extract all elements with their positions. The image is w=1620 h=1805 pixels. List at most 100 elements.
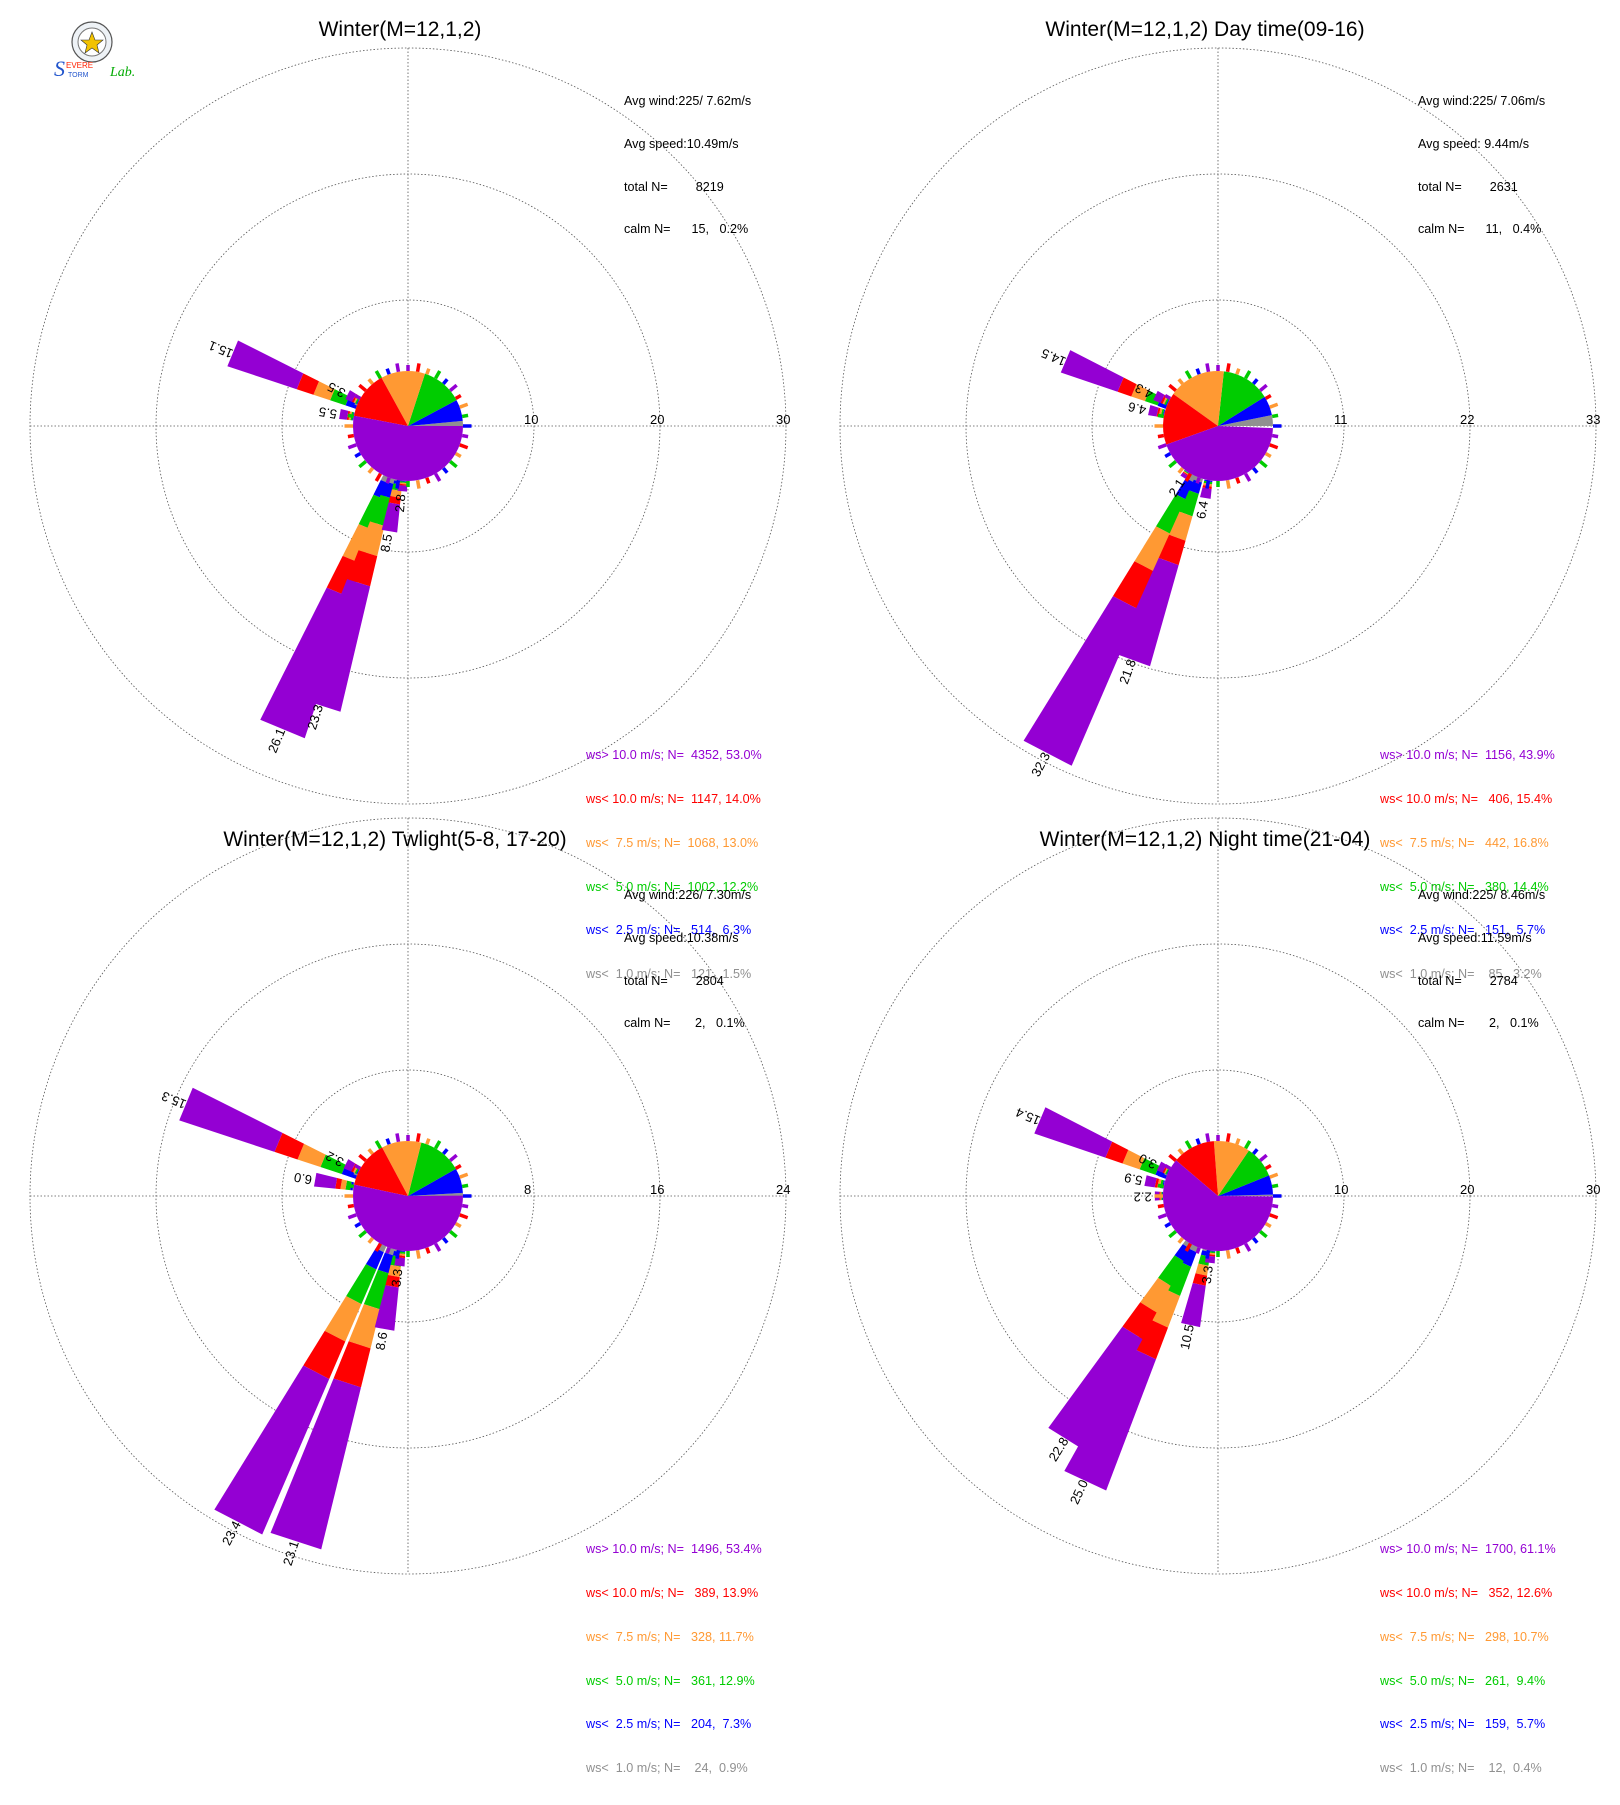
panel-title: Winter(M=12,1,2) Day time(09-16) <box>955 18 1455 42</box>
minor-direction-tick <box>1270 1215 1278 1218</box>
legend-entry-lt75: ws< 7.5 m/s; N= 298, 10.7% <box>1380 1630 1556 1645</box>
minor-direction-tick <box>397 363 398 371</box>
minor-direction-tick <box>1169 461 1176 466</box>
minor-direction-tick <box>1272 1206 1278 1207</box>
minor-direction-tick <box>443 1238 447 1243</box>
legend-entry-lt25: ws< 2.5 m/s; N= 159, 5.7% <box>1380 1717 1556 1732</box>
minor-direction-tick <box>1272 436 1278 437</box>
minor-direction-tick <box>1253 468 1257 473</box>
bar-value-label: 15.1 <box>206 338 235 362</box>
minor-direction-tick <box>460 404 468 407</box>
stats-block: Avg wind:225/ 8.46m/s Avg speed:11.59m/s… <box>1418 860 1545 1059</box>
minor-direction-tick <box>348 415 354 416</box>
bar-value-label: 15.4 <box>1013 1105 1042 1129</box>
minor-direction-tick <box>1260 1231 1267 1236</box>
bar-value-label: 3.3 <box>1199 1265 1216 1285</box>
legend: ws> 10.0 m/s; N= 1496, 53.4% ws< 10.0 m/… <box>586 1513 762 1805</box>
minor-direction-tick <box>1266 1224 1271 1227</box>
minor-direction-tick <box>1179 1149 1183 1154</box>
minor-direction-tick <box>1186 371 1190 378</box>
minor-direction-tick <box>376 474 380 481</box>
minor-direction-tick <box>397 480 398 488</box>
minor-direction-tick <box>1179 379 1183 384</box>
stat-avg-speed: Avg speed:10.38m/s <box>624 931 751 945</box>
ring-tick-label: 11 <box>1334 412 1348 427</box>
minor-direction-tick <box>462 1185 468 1186</box>
minor-direction-tick <box>1207 1133 1208 1141</box>
minor-direction-tick <box>1237 1248 1239 1254</box>
ring-tick-label: 16 <box>650 1182 664 1197</box>
minor-direction-tick <box>450 385 457 390</box>
panel-title: Winter(M=12,1,2) Night time(21-04) <box>955 828 1455 852</box>
ring-tick-label: 10 <box>1334 1182 1348 1197</box>
minor-direction-tick <box>1266 1166 1271 1169</box>
bar-value-label: 2.8 <box>392 494 409 513</box>
minor-direction-tick <box>355 454 360 457</box>
minor-direction-tick <box>436 371 440 378</box>
bar-value-label: 8.6 <box>372 1331 390 1351</box>
minor-direction-tick <box>1165 454 1170 457</box>
minor-direction-tick <box>1237 478 1239 484</box>
minor-direction-tick <box>369 1149 373 1154</box>
legend-entry-lt10: ws< 10.0 m/s; N= 389, 13.9% <box>586 1586 762 1601</box>
legend-entry-lt5: ws< 5.0 m/s; N= 261, 9.4% <box>1380 1674 1556 1689</box>
minor-direction-tick <box>348 1185 354 1186</box>
minor-direction-tick <box>1197 369 1199 375</box>
ring-tick-label: 20 <box>650 412 664 427</box>
minor-direction-tick <box>1228 363 1229 371</box>
bar-value-label: 14.5 <box>1039 346 1068 370</box>
minor-direction-tick <box>387 1248 389 1254</box>
bar-segment-gt10 <box>227 341 303 390</box>
minor-direction-tick <box>436 1141 440 1148</box>
minor-direction-tick <box>1158 436 1164 437</box>
minor-direction-tick <box>359 385 366 390</box>
minor-direction-tick <box>450 1231 457 1236</box>
minor-direction-tick <box>1228 1250 1229 1258</box>
minor-direction-tick <box>355 1224 360 1227</box>
bar-segment-gt10 <box>1061 350 1124 392</box>
minor-direction-tick <box>443 379 447 384</box>
minor-direction-tick <box>376 371 380 378</box>
bar-segment-gt10 <box>394 1257 405 1267</box>
minor-direction-tick <box>436 1244 440 1251</box>
stat-avg-wind: Avg wind:225/ 7.06m/s <box>1418 94 1545 108</box>
ring-tick-label: 8 <box>524 1182 531 1197</box>
stat-calm: calm N= 11, 0.4% <box>1418 222 1545 236</box>
minor-direction-tick <box>1158 445 1166 448</box>
minor-direction-tick <box>348 445 356 448</box>
bar-value-label: 15.3 <box>159 1088 188 1112</box>
bar-value-label: 21.8 <box>1116 657 1139 686</box>
stat-avg-speed: Avg speed: 9.44m/s <box>1418 137 1545 151</box>
panel-title: Winter(M=12,1,2) <box>265 18 535 42</box>
legend-entry-lt1: ws< 1.0 m/s; N= 24, 0.9% <box>586 1761 762 1776</box>
minor-direction-tick <box>1237 1139 1239 1145</box>
stat-total: total N= 2631 <box>1418 180 1545 194</box>
stat-total: total N= 2804 <box>624 974 751 988</box>
legend-entry-lt10: ws< 10.0 m/s; N= 406, 15.4% <box>1380 792 1555 807</box>
minor-direction-tick <box>1260 385 1267 390</box>
minor-direction-tick <box>1272 1185 1278 1186</box>
minor-direction-tick <box>456 454 461 457</box>
minor-direction-tick <box>359 1155 366 1160</box>
minor-direction-tick <box>456 1166 461 1169</box>
minor-direction-tick <box>369 468 373 473</box>
legend-entry-gt10: ws> 10.0 m/s; N= 1496, 53.4% <box>586 1542 762 1557</box>
legend-entry-lt10: ws< 10.0 m/s; N= 352, 12.6% <box>1380 1586 1556 1601</box>
bar-segment-gt10 <box>1144 1175 1156 1187</box>
minor-direction-tick <box>418 1133 419 1141</box>
bar-value-label: 23.1 <box>280 1539 302 1568</box>
minor-direction-tick <box>1270 404 1278 407</box>
stat-calm: calm N= 15, 0.2% <box>624 222 751 236</box>
minor-direction-tick <box>1270 445 1278 448</box>
minor-direction-tick <box>1237 369 1239 375</box>
minor-direction-tick <box>1260 461 1267 466</box>
legend-entry-gt10: ws> 10.0 m/s; N= 4352, 53.0% <box>586 748 762 763</box>
minor-direction-tick <box>427 1139 429 1145</box>
minor-direction-tick <box>1169 385 1176 390</box>
minor-direction-tick <box>456 396 461 399</box>
minor-direction-tick <box>1158 1215 1166 1218</box>
minor-direction-tick <box>1246 474 1250 481</box>
